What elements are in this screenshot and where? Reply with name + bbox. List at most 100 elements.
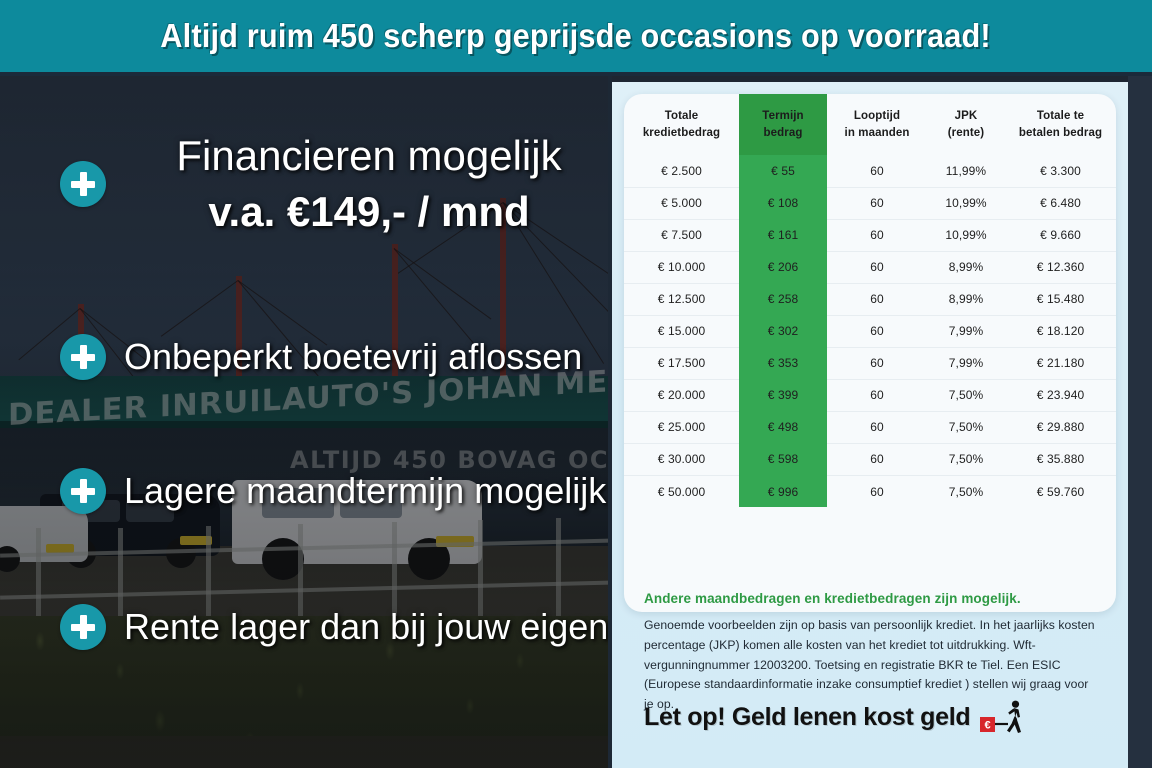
cell-looptijd: 60 (827, 186, 927, 220)
benefit-item-rente: Rente lager dan bij jouw eigen bank (60, 604, 696, 650)
benefit-label-rente: Rente lager dan bij jouw eigen bank (124, 605, 697, 647)
cell-termijnbedrag: € 161 (739, 218, 827, 252)
col-header-looptijd: Looptijd in maanden (827, 94, 927, 155)
col-header-line1: Totale (664, 110, 699, 122)
plus-icon (60, 334, 106, 380)
benefit-item-maandtermijn: Lagere maandtermijn mogelijk (60, 468, 606, 514)
cell-kredietbedrag: € 10.000 (624, 250, 739, 284)
rate-table-header-row: Totale kredietbedrag Termijn bedrag Loop… (624, 94, 1116, 156)
plus-icon (60, 604, 106, 650)
cell-totaal: € 18.120 (1005, 314, 1116, 348)
cell-jpk: 7,50% (927, 474, 1005, 508)
benefit-label-financing-line2: v.a. €149,- / mnd (208, 187, 530, 235)
cell-looptijd: 60 (827, 378, 927, 412)
cell-totaal: € 15.480 (1005, 282, 1116, 316)
panel-note-body: Genoemde voorbeelden zijn op basis van p… (644, 618, 1095, 712)
cell-kredietbedrag: € 20.000 (624, 378, 739, 412)
cell-looptijd: 60 (827, 250, 927, 284)
rate-table-body: € 2.500 € 55 60 11,99% € 3.300 € 5.000 € 108 60… (624, 155, 1116, 508)
col-header-totaal: Totale te betalen bedrag (1005, 94, 1116, 155)
cell-jpk: 7,99% (927, 346, 1005, 380)
table-row: € 7.500 € 161 60 10,99% € 9.660 (624, 218, 1116, 252)
col-header-line2: betalen bedrag (1018, 126, 1103, 139)
cell-kredietbedrag: € 5.000 (624, 186, 739, 220)
table-row: € 20.000 € 399 60 7,50% € 23.940 (624, 378, 1116, 412)
cell-termijnbedrag: € 353 (739, 346, 827, 380)
table-row: € 5.000 € 108 60 10,99% € 6.480 (624, 186, 1116, 220)
cell-kredietbedrag: € 25.000 (624, 410, 739, 444)
benefit-label-financing-line1: Financieren mogelijk (176, 132, 562, 179)
cell-termijnbedrag: € 55 (739, 155, 827, 188)
cell-totaal: € 6.480 (1005, 186, 1116, 220)
cell-jpk: 8,99% (927, 282, 1005, 316)
banner-underline (0, 72, 1152, 76)
table-row: € 12.500 € 258 60 8,99% € 15.480 (624, 282, 1116, 316)
cell-termijnbedrag: € 598 (739, 442, 827, 476)
banner-headline: Altijd ruim 450 scherp geprijsde occasio… (160, 17, 992, 54)
table-row: € 15.000 € 302 60 7,99% € 18.120 (624, 314, 1116, 348)
cell-jpk: 7,50% (927, 378, 1005, 412)
cell-jpk: 10,99% (927, 218, 1005, 252)
cell-kredietbedrag: € 17.500 (624, 346, 739, 380)
cell-jpk: 7,50% (927, 410, 1005, 444)
cell-kredietbedrag: € 2.500 (661, 164, 702, 179)
col-header-line1: Totale te (1036, 110, 1085, 122)
table-row: € 30.000 € 598 60 7,50% € 35.880 (624, 442, 1116, 476)
credit-warning-label: Let op! Geld lenen kost geld (644, 702, 971, 731)
svg-text:€: € (985, 720, 991, 732)
cell-totaal: € 9.660 (1005, 218, 1116, 252)
col-header-termijnbedrag: Termijn bedrag (739, 94, 827, 156)
plus-icon (60, 161, 106, 207)
cell-kredietbedrag: € 7.500 (624, 218, 739, 252)
cell-jpk: 10,99% (927, 186, 1005, 220)
cell-totaal: € 3.300 (1040, 164, 1081, 179)
cell-termijnbedrag: € 206 (739, 250, 827, 284)
col-header-line1: Looptijd (853, 110, 901, 122)
panel-note-heading: Andere maandbedragen en kredietbedragen … (644, 591, 1021, 606)
afm-walking-man-euro-block-icon: € (980, 700, 1022, 733)
cell-termijnbedrag: € 302 (739, 314, 827, 348)
col-header-line2: (rente) (947, 126, 985, 139)
cell-looptijd: 60 (827, 218, 927, 252)
cell-jpk: 11,99% (945, 164, 987, 179)
benefit-text-stack: Financieren mogelijk v.a. €149,- / mnd (124, 131, 614, 236)
cell-kredietbedrag: € 30.000 (624, 442, 739, 476)
col-header-line1: Termijn (762, 110, 804, 122)
cell-termijnbedrag: € 108 (739, 186, 827, 220)
cell-totaal: € 21.180 (1005, 346, 1116, 380)
plus-icon (60, 468, 106, 514)
cell-totaal: € 12.360 (1005, 250, 1116, 284)
cell-looptijd: 60 (827, 346, 927, 380)
panel-left-edge (608, 76, 612, 768)
col-header-jpk: JPK (rente) (927, 94, 1005, 155)
rate-table-head: Totale kredietbedrag Termijn bedrag Loop… (624, 94, 1116, 156)
cell-looptijd: 60 (870, 164, 884, 179)
table-row: € 17.500 € 353 60 7,99% € 21.180 (624, 346, 1116, 380)
benefit-item-aflossen: Onbeperkt boetevrij aflossen (60, 334, 582, 380)
right-dark-strip (1128, 76, 1152, 768)
cell-totaal: € 59.760 (1005, 474, 1116, 508)
top-banner: Altijd ruim 450 scherp geprijsde occasio… (0, 0, 1152, 72)
cell-looptijd: 60 (827, 474, 927, 508)
cell-jpk: 7,50% (927, 442, 1005, 476)
table-row: € 50.000 € 996 60 7,50% € 59.760 (624, 474, 1116, 508)
rate-table-card: Totale kredietbedrag Termijn bedrag Loop… (624, 94, 1116, 612)
cell-looptijd: 60 (827, 442, 927, 476)
cell-termijnbedrag: € 498 (739, 410, 827, 444)
cell-jpk: 8,99% (927, 250, 1005, 284)
cell-termijnbedrag: € 996 (739, 474, 827, 508)
cell-termijnbedrag: € 258 (739, 282, 827, 316)
cell-jpk: 7,99% (927, 314, 1005, 348)
benefit-label-aflossen: Onbeperkt boetevrij aflossen (124, 335, 583, 377)
benefit-label-maandtermijn: Lagere maandtermijn mogelijk (124, 469, 607, 511)
benefit-item-financing: Financieren mogelijk v.a. €149,- / mnd (60, 131, 614, 236)
cell-kredietbedrag: € 12.500 (624, 282, 739, 316)
table-row: € 25.000 € 498 60 7,50% € 29.880 (624, 410, 1116, 444)
cell-totaal: € 29.880 (1005, 410, 1116, 444)
credit-warning: Let op! Geld lenen kost geld € (644, 700, 1114, 734)
cell-kredietbedrag: € 15.000 (624, 314, 739, 348)
rate-table: Totale kredietbedrag Termijn bedrag Loop… (624, 94, 1116, 508)
cell-totaal: € 23.940 (1005, 378, 1116, 412)
cell-kredietbedrag: € 50.000 (624, 474, 739, 508)
